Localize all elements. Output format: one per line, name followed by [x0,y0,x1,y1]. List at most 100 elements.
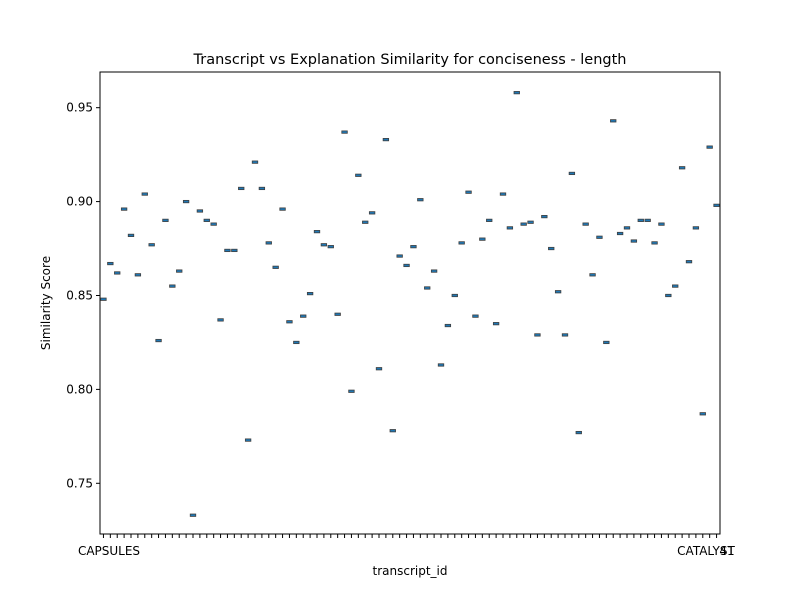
box-mark [520,222,527,226]
box-mark [410,245,417,249]
box-mark [451,293,458,298]
y-tick-label: 0.75 [66,476,93,490]
box-mark [134,273,142,277]
box-mark [486,218,493,222]
box-mark [672,284,679,288]
box-mark [582,222,589,226]
box-mark [313,230,321,234]
box-mark [272,265,279,269]
plot-area [99,71,721,535]
box-mark [554,290,562,294]
box-series [100,91,720,517]
box-mark [107,261,114,266]
y-tick-label: 0.85 [66,288,93,302]
box-mark [176,269,183,273]
plot-frame [99,71,721,535]
box-mark [217,318,224,322]
box-mark [692,226,700,230]
box-mark [444,323,452,328]
box-mark [265,241,272,245]
box-mark [437,363,445,367]
box-mark [368,211,376,215]
box-mark [713,203,720,207]
box-mark [231,248,238,253]
box-mark [424,286,431,290]
box-mark [534,333,541,337]
box-mark [224,248,231,253]
y-tick-label: 0.80 [66,382,93,396]
box-mark [527,220,534,224]
box-mark [100,297,107,301]
box-mark [630,239,638,243]
x-tick-label-right: CATALYST [677,544,735,558]
y-axis-label: Similarity Score [39,256,53,350]
box-mark [678,166,686,170]
box-mark [699,412,706,416]
box-mark [375,367,383,371]
box-mark [210,222,217,226]
box-mark [616,231,624,236]
box-mark [665,293,672,298]
box-mark [306,292,314,296]
box-mark [403,263,410,268]
box-mark [155,338,162,343]
box-mark [120,207,128,211]
box-mark [320,243,328,247]
box-mark [258,186,266,191]
box-mark [541,215,548,219]
box-mark [348,389,355,393]
box-mark [279,207,286,211]
box-mark [417,198,424,202]
box-mark [561,333,569,337]
y-tick-label: 0.95 [66,101,93,115]
box-mark [479,237,486,241]
box-mark [148,243,155,247]
x-tick-label-end: 41 [719,544,734,558]
box-mark [203,218,210,222]
box-mark [623,226,631,230]
chart-title: Transcript vs Explanation Similarity for… [193,52,627,68]
box-mark [334,312,341,316]
box-mark [506,226,514,230]
box-mark [458,241,465,245]
box-mark [182,199,190,204]
box-mark [286,320,293,324]
box-mark [162,218,169,222]
box-mark [396,254,403,258]
box-mark [355,173,362,177]
box-mark [114,271,121,275]
box-mark [513,91,520,95]
box-mark [196,209,204,213]
box-mark [596,235,603,239]
x-tick-label-left: CAPSULES [78,544,140,558]
box-mark [589,273,596,277]
box-mark [389,429,396,433]
x-axis-label: transcript_id [373,564,448,578]
box-mark [382,138,390,142]
x-axis [102,534,718,538]
box-mark [244,438,252,442]
box-mark [472,314,479,318]
box-mark [169,284,176,288]
y-tick-label: 0.90 [66,195,93,209]
box-mark [341,130,348,134]
box-mark [603,340,610,345]
box-mark [430,269,438,273]
box-mark [127,233,135,237]
box-mark [492,322,500,326]
y-axis: 0.75 0.80 0.85 0.90 0.95 [66,101,100,490]
box-mark [189,513,197,517]
box-mark [362,220,369,224]
box-mark [658,222,665,226]
box-mark [568,171,576,176]
box-mark [685,260,693,264]
box-mark [637,218,644,222]
box-mark [706,145,713,149]
box-mark [238,186,245,191]
box-mark [327,245,334,249]
box-mark [141,192,148,196]
box-mark [644,218,651,222]
box-mark [610,119,617,123]
box-mark [251,160,259,164]
